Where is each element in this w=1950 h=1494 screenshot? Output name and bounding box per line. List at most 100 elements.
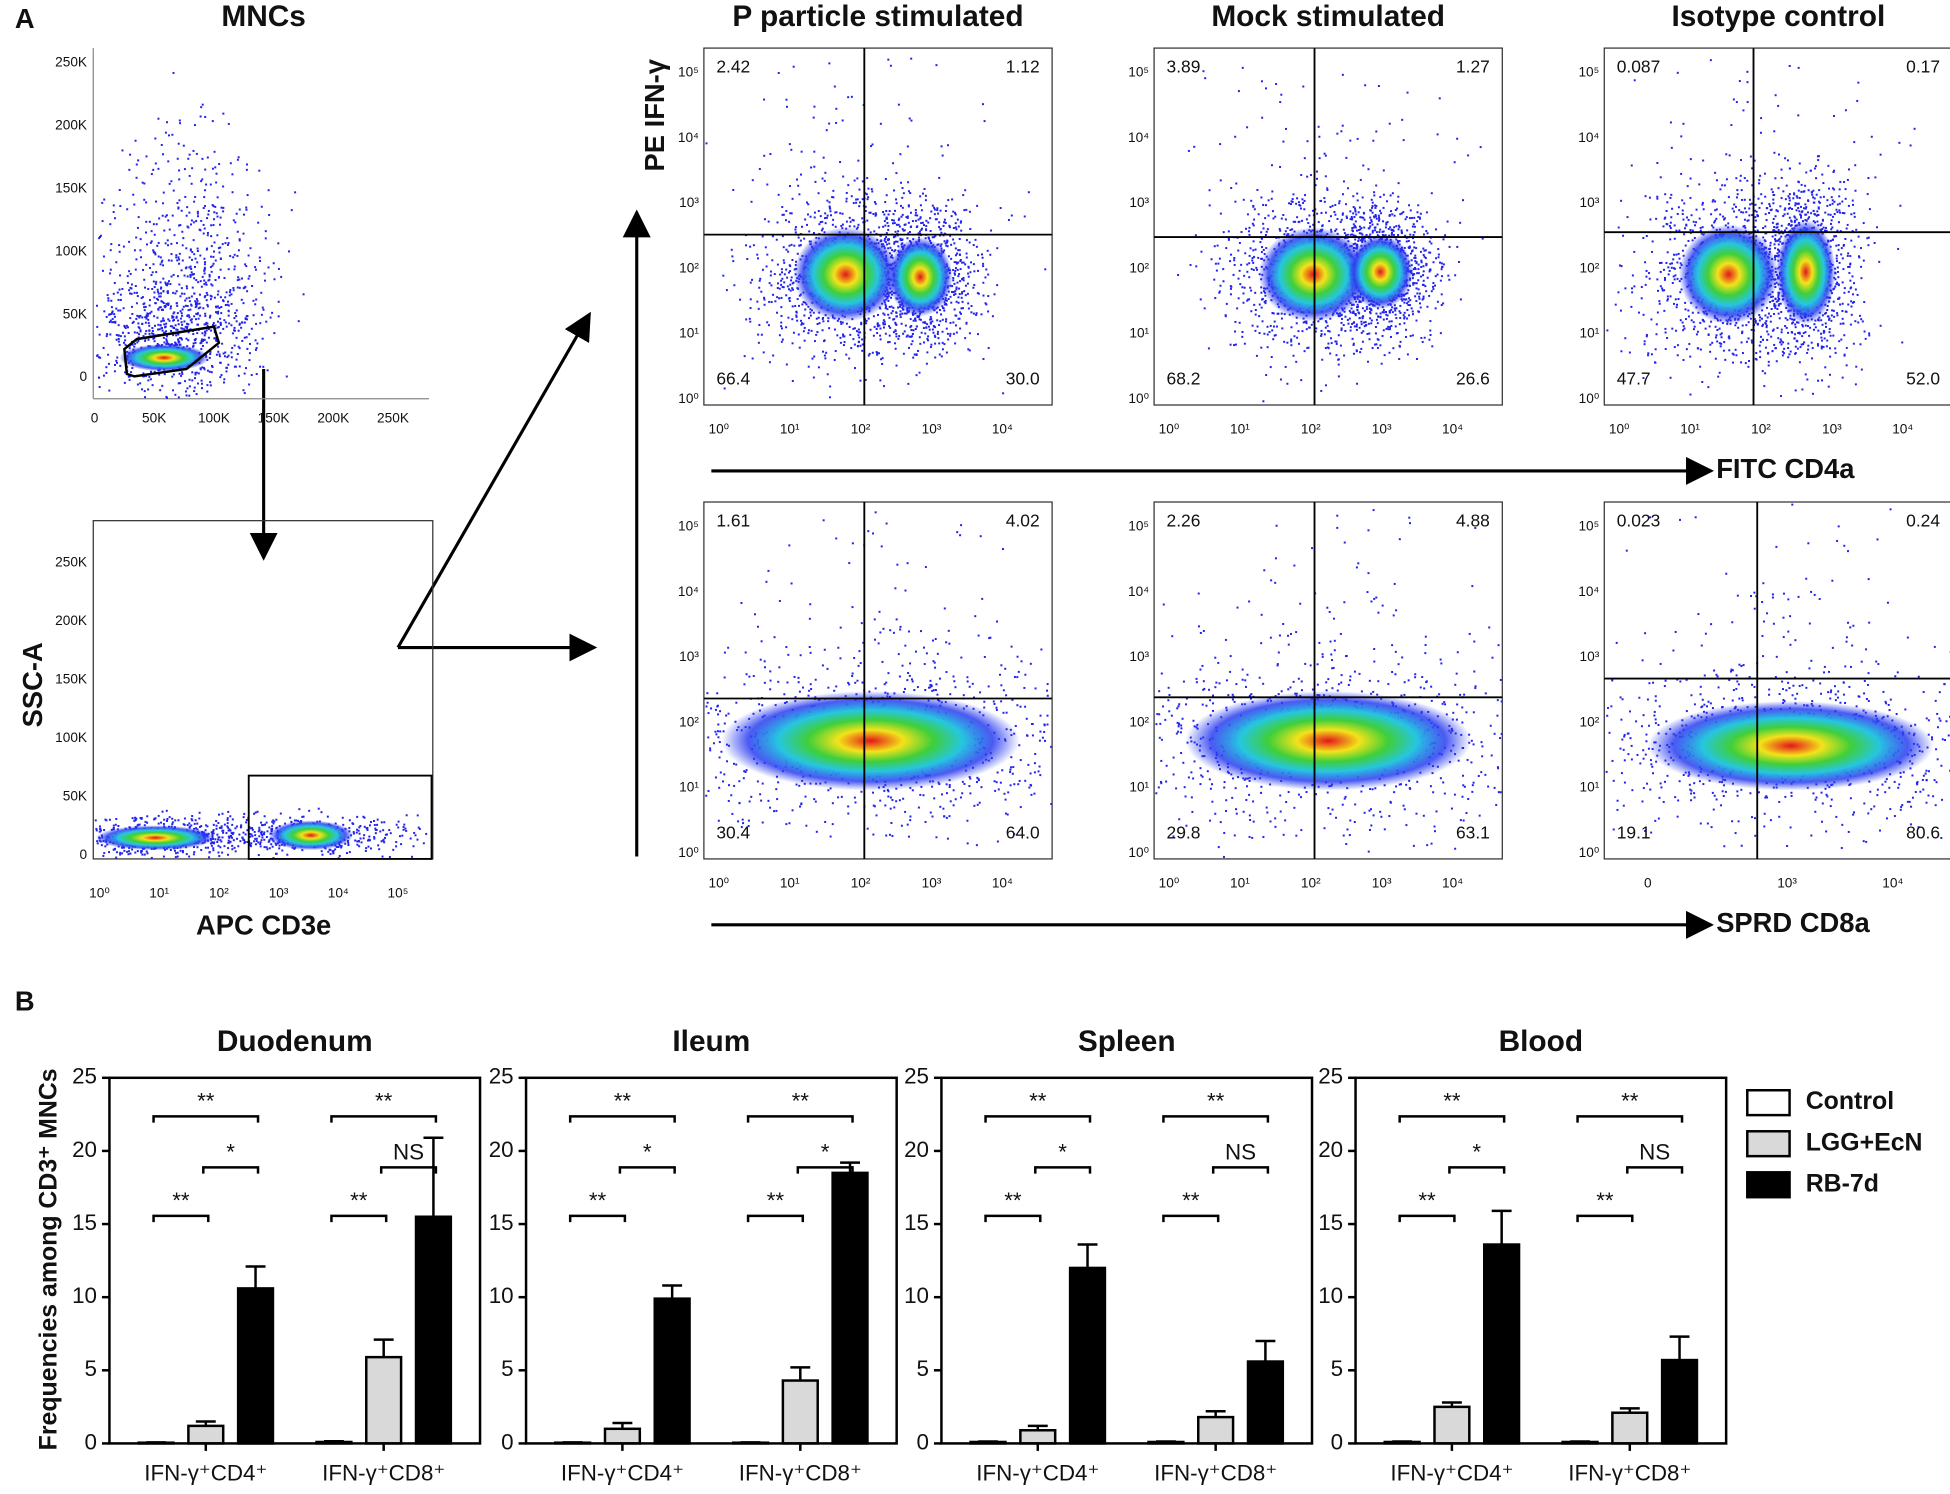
event-dot xyxy=(1358,326,1361,329)
event-dot xyxy=(205,824,208,827)
event-dot xyxy=(124,343,127,346)
event-dot xyxy=(787,288,790,291)
event-dot xyxy=(859,379,862,382)
event-dot xyxy=(237,276,240,279)
event-dot xyxy=(261,836,264,839)
event-dot xyxy=(175,328,178,331)
event-dot xyxy=(785,210,788,212)
event-dot xyxy=(829,385,832,388)
event-dot xyxy=(164,331,167,334)
event-dot xyxy=(227,810,230,813)
x-tick-label: 50K xyxy=(142,410,166,425)
event-dot xyxy=(167,318,170,321)
event-dot xyxy=(1227,230,1230,233)
event-dot xyxy=(1354,226,1357,229)
event-dot xyxy=(919,342,922,345)
event-dot xyxy=(277,315,280,318)
event-dot xyxy=(404,827,407,830)
event-dot xyxy=(230,293,233,296)
event-dot xyxy=(237,249,240,252)
event-dot xyxy=(1327,330,1330,333)
event-dot xyxy=(756,300,759,303)
event-dot xyxy=(263,833,266,836)
event-dot xyxy=(194,373,197,376)
event-dot xyxy=(223,845,226,848)
event-dot xyxy=(156,342,159,345)
event-dot xyxy=(220,206,223,209)
event-dot xyxy=(219,332,222,335)
event-dot xyxy=(858,336,861,339)
event-dot xyxy=(923,187,926,190)
event-dot xyxy=(248,352,251,355)
event-dot xyxy=(969,228,972,231)
event-dot xyxy=(194,377,196,380)
event-dot xyxy=(376,818,379,821)
event-dot xyxy=(791,259,794,261)
event-dot xyxy=(884,178,887,181)
event-dot xyxy=(1394,313,1397,316)
event-dot xyxy=(231,833,234,836)
event-dot xyxy=(145,201,148,204)
event-dot xyxy=(149,378,152,381)
event-dot xyxy=(212,842,215,845)
event-dot xyxy=(212,830,215,833)
event-dot xyxy=(1355,243,1358,246)
event-dot xyxy=(770,301,773,304)
event-dot xyxy=(982,357,985,360)
event-dot xyxy=(909,226,912,229)
event-dot xyxy=(950,301,953,304)
event-dot xyxy=(232,831,235,834)
event-dot xyxy=(216,305,219,308)
event-dot xyxy=(769,153,772,156)
event-dot xyxy=(209,384,212,387)
event-dot xyxy=(972,263,975,266)
event-dot xyxy=(98,333,101,336)
event-dot xyxy=(178,262,181,265)
event-dot xyxy=(254,339,257,342)
event-dot xyxy=(943,221,946,224)
event-dot xyxy=(152,223,155,226)
event-dot xyxy=(1260,231,1263,234)
event-dot xyxy=(172,327,175,330)
event-dot xyxy=(259,845,262,848)
event-dot xyxy=(1265,247,1268,250)
event-dot xyxy=(952,210,955,213)
event-dot xyxy=(794,226,797,229)
event-dot xyxy=(933,213,936,216)
event-dot xyxy=(769,274,772,277)
event-dot xyxy=(1241,331,1244,333)
event-dot xyxy=(789,283,792,286)
event-dot xyxy=(231,818,234,821)
event-dot xyxy=(95,829,98,832)
event-dot xyxy=(195,393,198,396)
event-dot xyxy=(184,390,187,393)
event-dot xyxy=(152,332,155,335)
event-dot xyxy=(962,261,965,264)
event-dot xyxy=(365,827,368,830)
event-dot xyxy=(190,219,193,222)
event-dot xyxy=(179,382,182,385)
event-dot xyxy=(398,835,401,838)
event-dot xyxy=(190,321,193,324)
event-dot xyxy=(221,829,224,832)
event-dot xyxy=(950,257,953,260)
event-dot xyxy=(225,370,228,373)
event-dot xyxy=(234,311,237,314)
event-dot xyxy=(180,287,183,290)
event-dot xyxy=(142,375,145,378)
event-dot xyxy=(807,365,810,368)
event-dot xyxy=(238,833,241,836)
event-dot xyxy=(821,329,824,332)
flow-plot xyxy=(703,47,1053,406)
event-dot xyxy=(879,327,882,330)
event-dot xyxy=(938,324,941,327)
event-dot xyxy=(819,221,822,224)
event-dot xyxy=(778,297,781,300)
event-dot xyxy=(225,366,228,369)
event-dot xyxy=(956,262,959,265)
event-dot xyxy=(207,279,210,282)
event-dot xyxy=(241,339,244,342)
event-dot xyxy=(159,324,162,327)
event-dot xyxy=(858,188,861,191)
event-dot xyxy=(796,178,799,181)
